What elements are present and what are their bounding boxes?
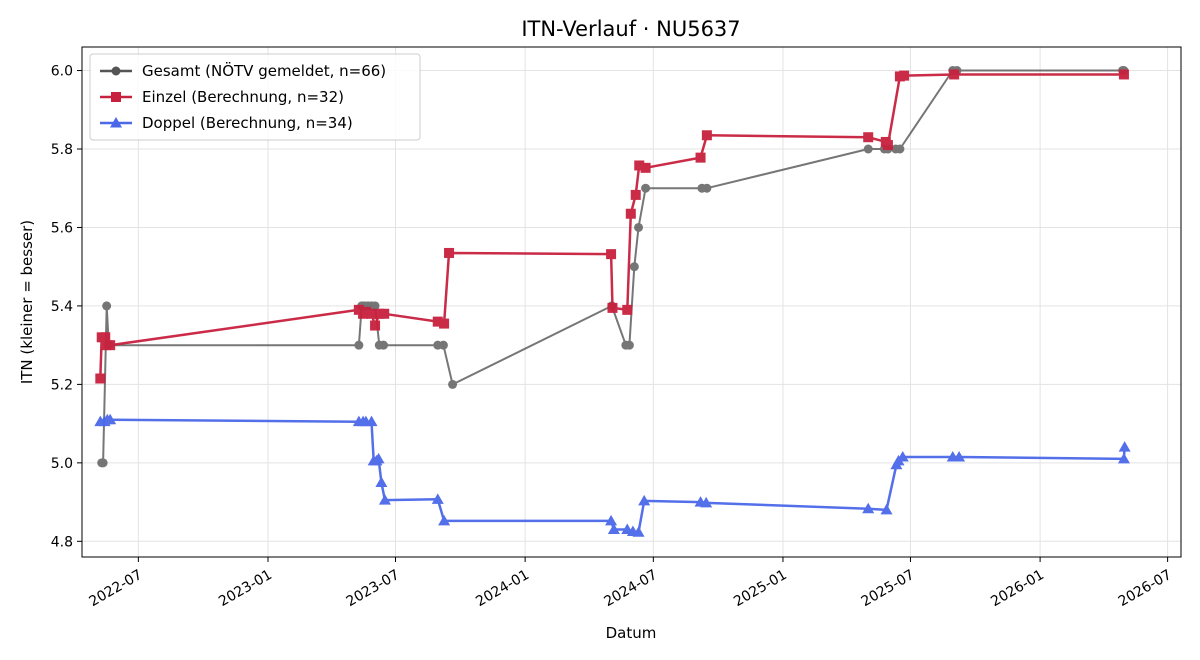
legend-label: Einzel (Berechnung, n=32) [142, 88, 344, 106]
x-tick-label: 2024-07 [601, 567, 660, 610]
data-point-triangle [1117, 452, 1130, 464]
data-point-triangle [953, 450, 966, 462]
x-axis-label: Datum [606, 624, 657, 642]
data-point-circle [98, 458, 108, 468]
y-tick-label: 6.0 [51, 64, 73, 80]
x-tick-label: 2024-01 [473, 567, 532, 610]
legend-entry: Doppel (Berechnung, n=34) [100, 114, 353, 132]
x-tick-label: 2026-01 [988, 567, 1047, 610]
x-tick-label: 2023-07 [344, 567, 403, 610]
data-point-circle [624, 340, 634, 350]
data-point-triangle [438, 514, 451, 526]
y-tick-label: 5.2 [51, 377, 73, 393]
data-point-square [366, 308, 377, 319]
legend-label: Doppel (Berechnung, n=34) [142, 114, 353, 132]
data-point-square [432, 316, 443, 327]
y-axis-ticks: 4.8 5.0 5.2 5.4 5.6 5.8 6.0 [51, 64, 82, 550]
data-point-square [379, 308, 390, 319]
legend-entry: Einzel (Berechnung, n=32) [100, 88, 344, 106]
data-point-triangle [375, 476, 388, 487]
data-point-circle [895, 144, 905, 154]
data-point-triangle [638, 494, 651, 506]
data-point-square [634, 160, 645, 171]
y-tick-label: 5.4 [51, 299, 73, 315]
data-point-square [606, 249, 617, 260]
x-tick-label: 2025-07 [859, 567, 918, 610]
series-square [95, 69, 1129, 384]
data-point-circle [370, 301, 380, 311]
y-axis-label: ITN (kleiner = besser) [18, 220, 36, 384]
data-point-circle [448, 379, 458, 389]
data-point-square [100, 332, 111, 343]
x-tick-label: 2025-01 [731, 567, 790, 610]
data-point-triangle [607, 523, 620, 535]
data-point-circle [702, 183, 712, 193]
data-point-triangle [632, 526, 645, 537]
data-point-square [607, 302, 618, 313]
data-point-circle [641, 183, 651, 193]
y-tick-label: 4.8 [51, 534, 73, 550]
data-point-square [882, 140, 893, 151]
data-point-triangle [880, 503, 893, 515]
data-point-circle [438, 340, 448, 350]
data-point-circle [102, 301, 112, 311]
data-point-square [695, 152, 706, 163]
data-point-triangle [862, 502, 875, 514]
legend-entry: Gesamt (NÖTV gemeldet, n=66) [100, 61, 386, 80]
data-point-triangle [378, 494, 391, 505]
plot-frame [81, 46, 1182, 558]
legend: Gesamt (NÖTV gemeldet, n=66) Einzel (Bere… [89, 53, 421, 141]
legend-swatch-marker [111, 92, 121, 102]
data-point-square [444, 247, 455, 258]
x-tick-label: 2026-07 [1116, 567, 1175, 610]
series-line-triangle [100, 418, 1126, 534]
data-point-triangle [605, 514, 618, 526]
data-point-square [640, 162, 651, 173]
series-triangle [94, 413, 1131, 537]
data-point-square [625, 208, 636, 219]
data-point-circle [629, 262, 639, 272]
data-point-triangle [1118, 441, 1131, 452]
legend-label: Gesamt (NÖTV gemeldet, n=66) [142, 61, 386, 80]
data-point-square [899, 70, 910, 81]
x-tick-label: 2023-01 [216, 567, 275, 610]
x-tick-label: 2022-07 [86, 567, 145, 610]
data-point-circle [379, 340, 389, 350]
chart-title: ITN-Verlauf · NU5637 [521, 17, 740, 41]
data-point-square [105, 340, 116, 351]
legend-swatch-marker [111, 66, 121, 76]
data-point-triangle [372, 452, 385, 464]
legend-swatch-marker [110, 117, 122, 128]
data-point-square [370, 320, 381, 331]
data-point-square [630, 189, 641, 200]
data-point-square [1118, 69, 1129, 80]
data-point-circle [634, 222, 644, 232]
data-point-square [863, 132, 874, 143]
data-point-square [360, 306, 371, 317]
data-point-square [95, 373, 106, 384]
legend-box [89, 53, 421, 141]
data-point-triangle [700, 496, 713, 508]
series-layer [94, 66, 1131, 537]
data-point-circle [863, 144, 873, 154]
data-point-triangle [365, 415, 378, 427]
data-point-triangle [896, 450, 909, 462]
y-tick-label: 5.0 [51, 456, 73, 472]
y-tick-label: 5.6 [51, 220, 73, 236]
data-point-circle [354, 340, 364, 350]
data-point-square [949, 69, 960, 80]
data-point-square [622, 304, 633, 315]
y-tick-label: 5.8 [51, 142, 73, 158]
data-point-square [701, 130, 712, 141]
data-point-triangle [104, 413, 117, 425]
x-axis-ticks: 2022-07 2023-01 2023-07 2024-01 2024-07 2025-… [86, 557, 1174, 610]
data-point-triangle [431, 493, 444, 504]
data-point-square [439, 318, 450, 329]
